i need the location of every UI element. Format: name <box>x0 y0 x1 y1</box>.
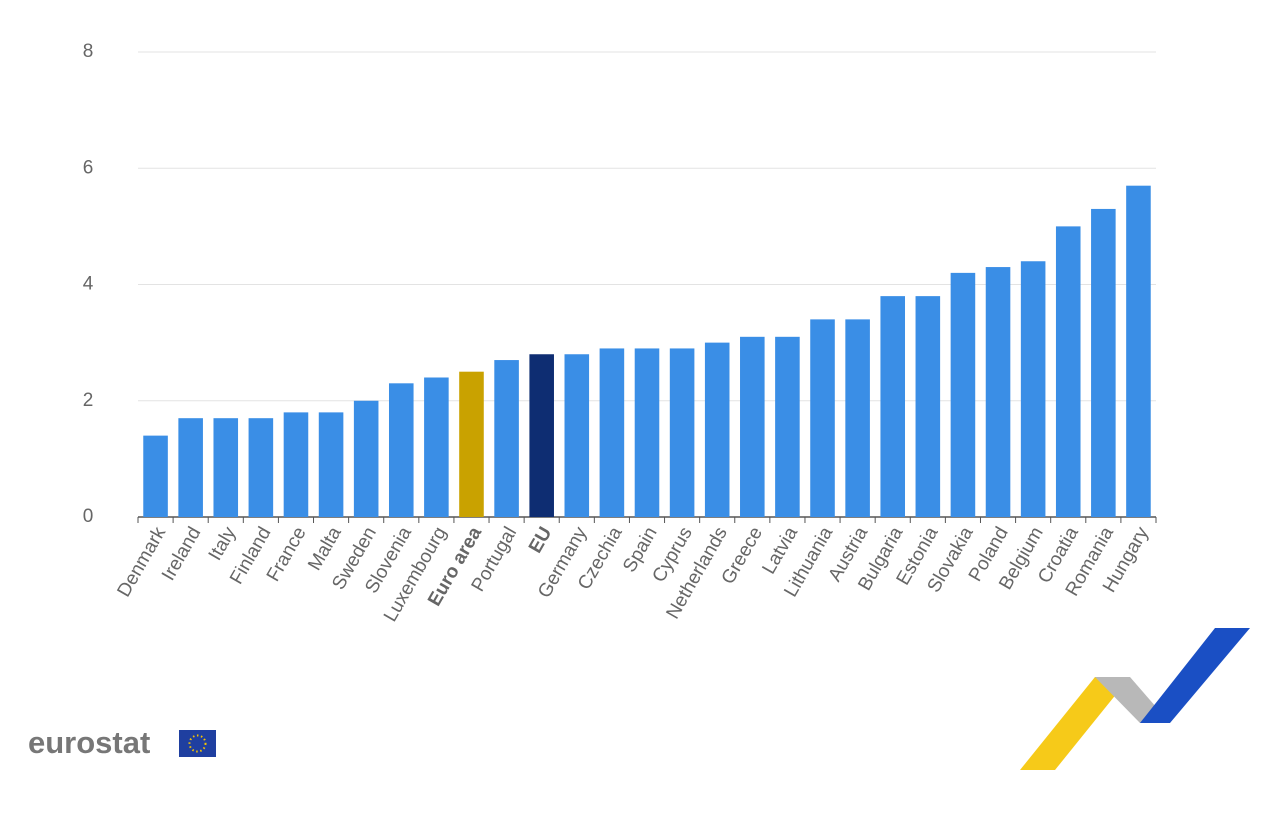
bar <box>318 412 344 517</box>
bar <box>740 336 765 517</box>
bar <box>1126 185 1151 517</box>
bar <box>178 418 203 517</box>
bar <box>669 348 695 517</box>
bar <box>424 377 449 517</box>
eu-stars <box>188 734 207 753</box>
bar <box>529 354 554 517</box>
bar <box>775 336 800 517</box>
bar <box>810 319 835 517</box>
eu-flag <box>179 730 216 757</box>
x-tick-label: Denmark <box>113 523 170 601</box>
logo-text: eurostat <box>28 725 150 760</box>
y-tick-label: 8 <box>83 41 94 62</box>
x-tick-label: Italy <box>205 523 241 564</box>
bar <box>1020 261 1046 517</box>
bar <box>880 296 906 517</box>
bar <box>634 348 660 517</box>
bar <box>353 400 379 517</box>
bar <box>915 296 941 517</box>
bar <box>564 354 590 517</box>
ribbon-yellow <box>1020 677 1130 770</box>
bar <box>459 371 484 517</box>
x-tick-label: EU <box>525 524 556 557</box>
y-tick-label: 0 <box>83 506 94 527</box>
ribbon-blue <box>1140 628 1250 723</box>
bar <box>1055 226 1081 517</box>
bar <box>283 412 309 517</box>
bar <box>494 360 519 517</box>
bar <box>143 435 168 517</box>
bar <box>950 272 976 517</box>
y-tick-label: 6 <box>83 157 94 178</box>
bar <box>845 319 870 517</box>
bar <box>1091 208 1116 517</box>
bar <box>599 348 625 517</box>
bar <box>985 267 1011 517</box>
y-tick-label: 4 <box>83 274 94 295</box>
bar <box>388 383 414 517</box>
ribbon-logo <box>1020 628 1250 770</box>
bar <box>213 418 239 517</box>
bar <box>704 342 730 517</box>
eurostat-logo: eurostat <box>28 725 216 760</box>
bar <box>248 418 274 517</box>
y-tick-label: 2 <box>83 390 94 411</box>
